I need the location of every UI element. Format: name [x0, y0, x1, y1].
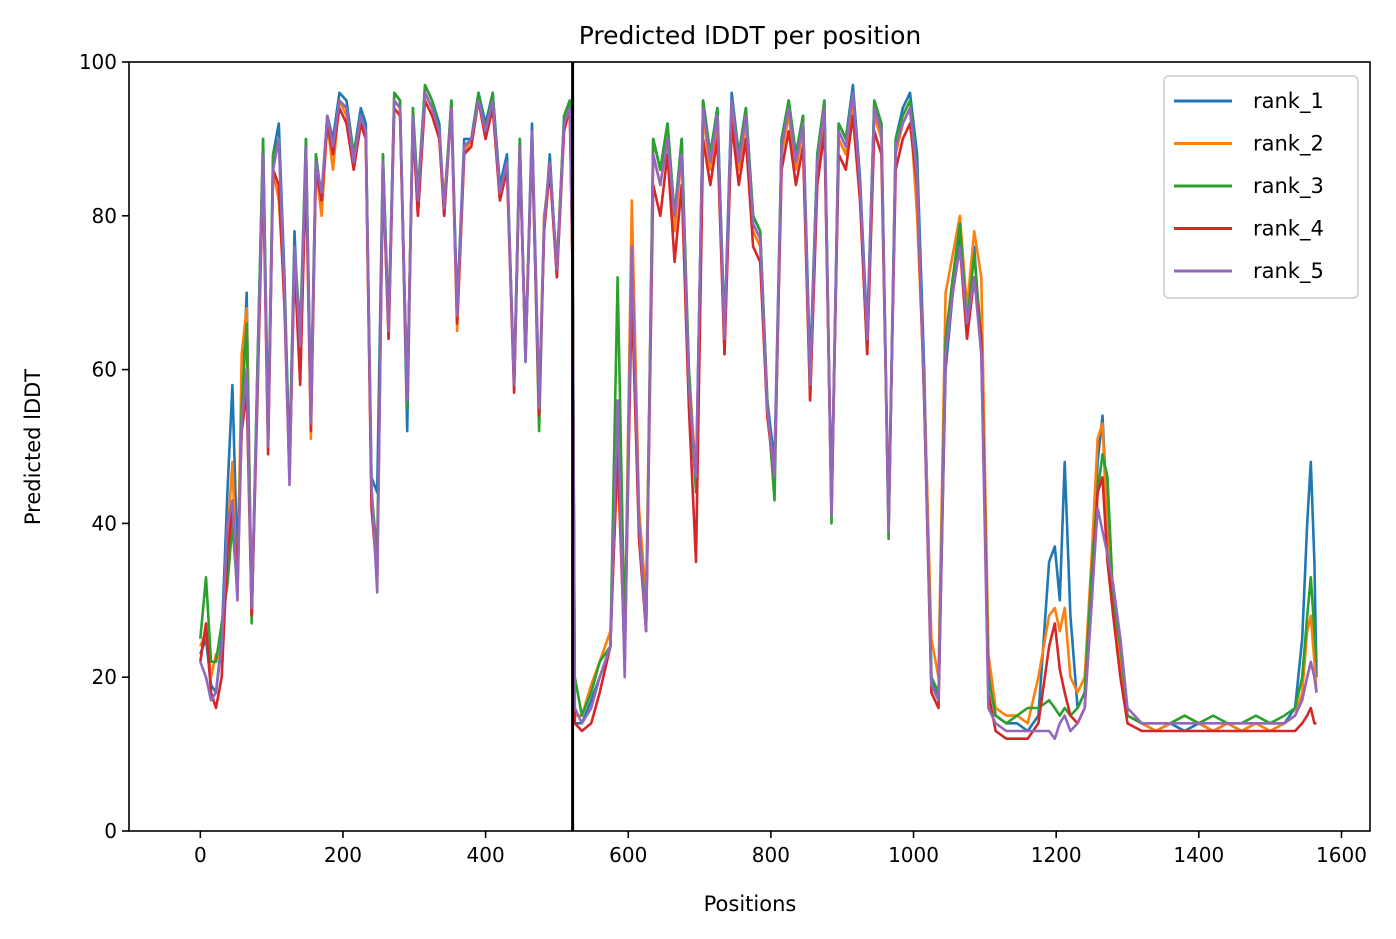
x-tick-label: 600: [609, 843, 647, 867]
x-tick-label: 800: [752, 843, 790, 867]
y-tick-label: 60: [92, 358, 117, 382]
x-tick-label: 1600: [1316, 843, 1367, 867]
legend-box: [1163, 75, 1359, 299]
y-tick-label: 100: [79, 50, 117, 74]
series-layer: [199, 83, 1318, 740]
legend-label-rank_1: rank_1: [1253, 89, 1324, 114]
y-axis-ticks: 0 20 40 60 80 100: [79, 50, 129, 843]
plot-frame: [128, 61, 1371, 832]
legend-label-rank_3: rank_3: [1253, 174, 1324, 199]
series-line-rank_5: [199, 91, 1318, 740]
legend-label-rank_2: rank_2: [1253, 132, 1324, 157]
y-tick-label: 0: [104, 819, 117, 843]
x-tick-label: 1400: [1173, 843, 1224, 867]
chart-title: Predicted lDDT per position: [579, 21, 921, 50]
x-axis-ticks: 0 200 400 600 800 1000 1200 1400 1600: [194, 831, 1367, 867]
legend-label-rank_5: rank_5: [1253, 259, 1324, 284]
y-tick-label: 40: [92, 511, 117, 535]
legend: rank_1 rank_2 rank_3 rank_4 rank_5: [1163, 75, 1359, 299]
y-tick-label: 20: [92, 665, 117, 689]
x-tick-label: 400: [467, 843, 505, 867]
legend-label-rank_4: rank_4: [1253, 217, 1324, 242]
x-axis-label: Positions: [704, 892, 797, 916]
x-tick-label: 1000: [888, 843, 939, 867]
x-tick-label: 0: [194, 843, 207, 867]
x-tick-label: 200: [324, 843, 362, 867]
y-tick-label: 80: [92, 204, 117, 228]
x-tick-label: 1200: [1031, 843, 1082, 867]
y-axis-label: Predicted lDDT: [21, 369, 45, 525]
